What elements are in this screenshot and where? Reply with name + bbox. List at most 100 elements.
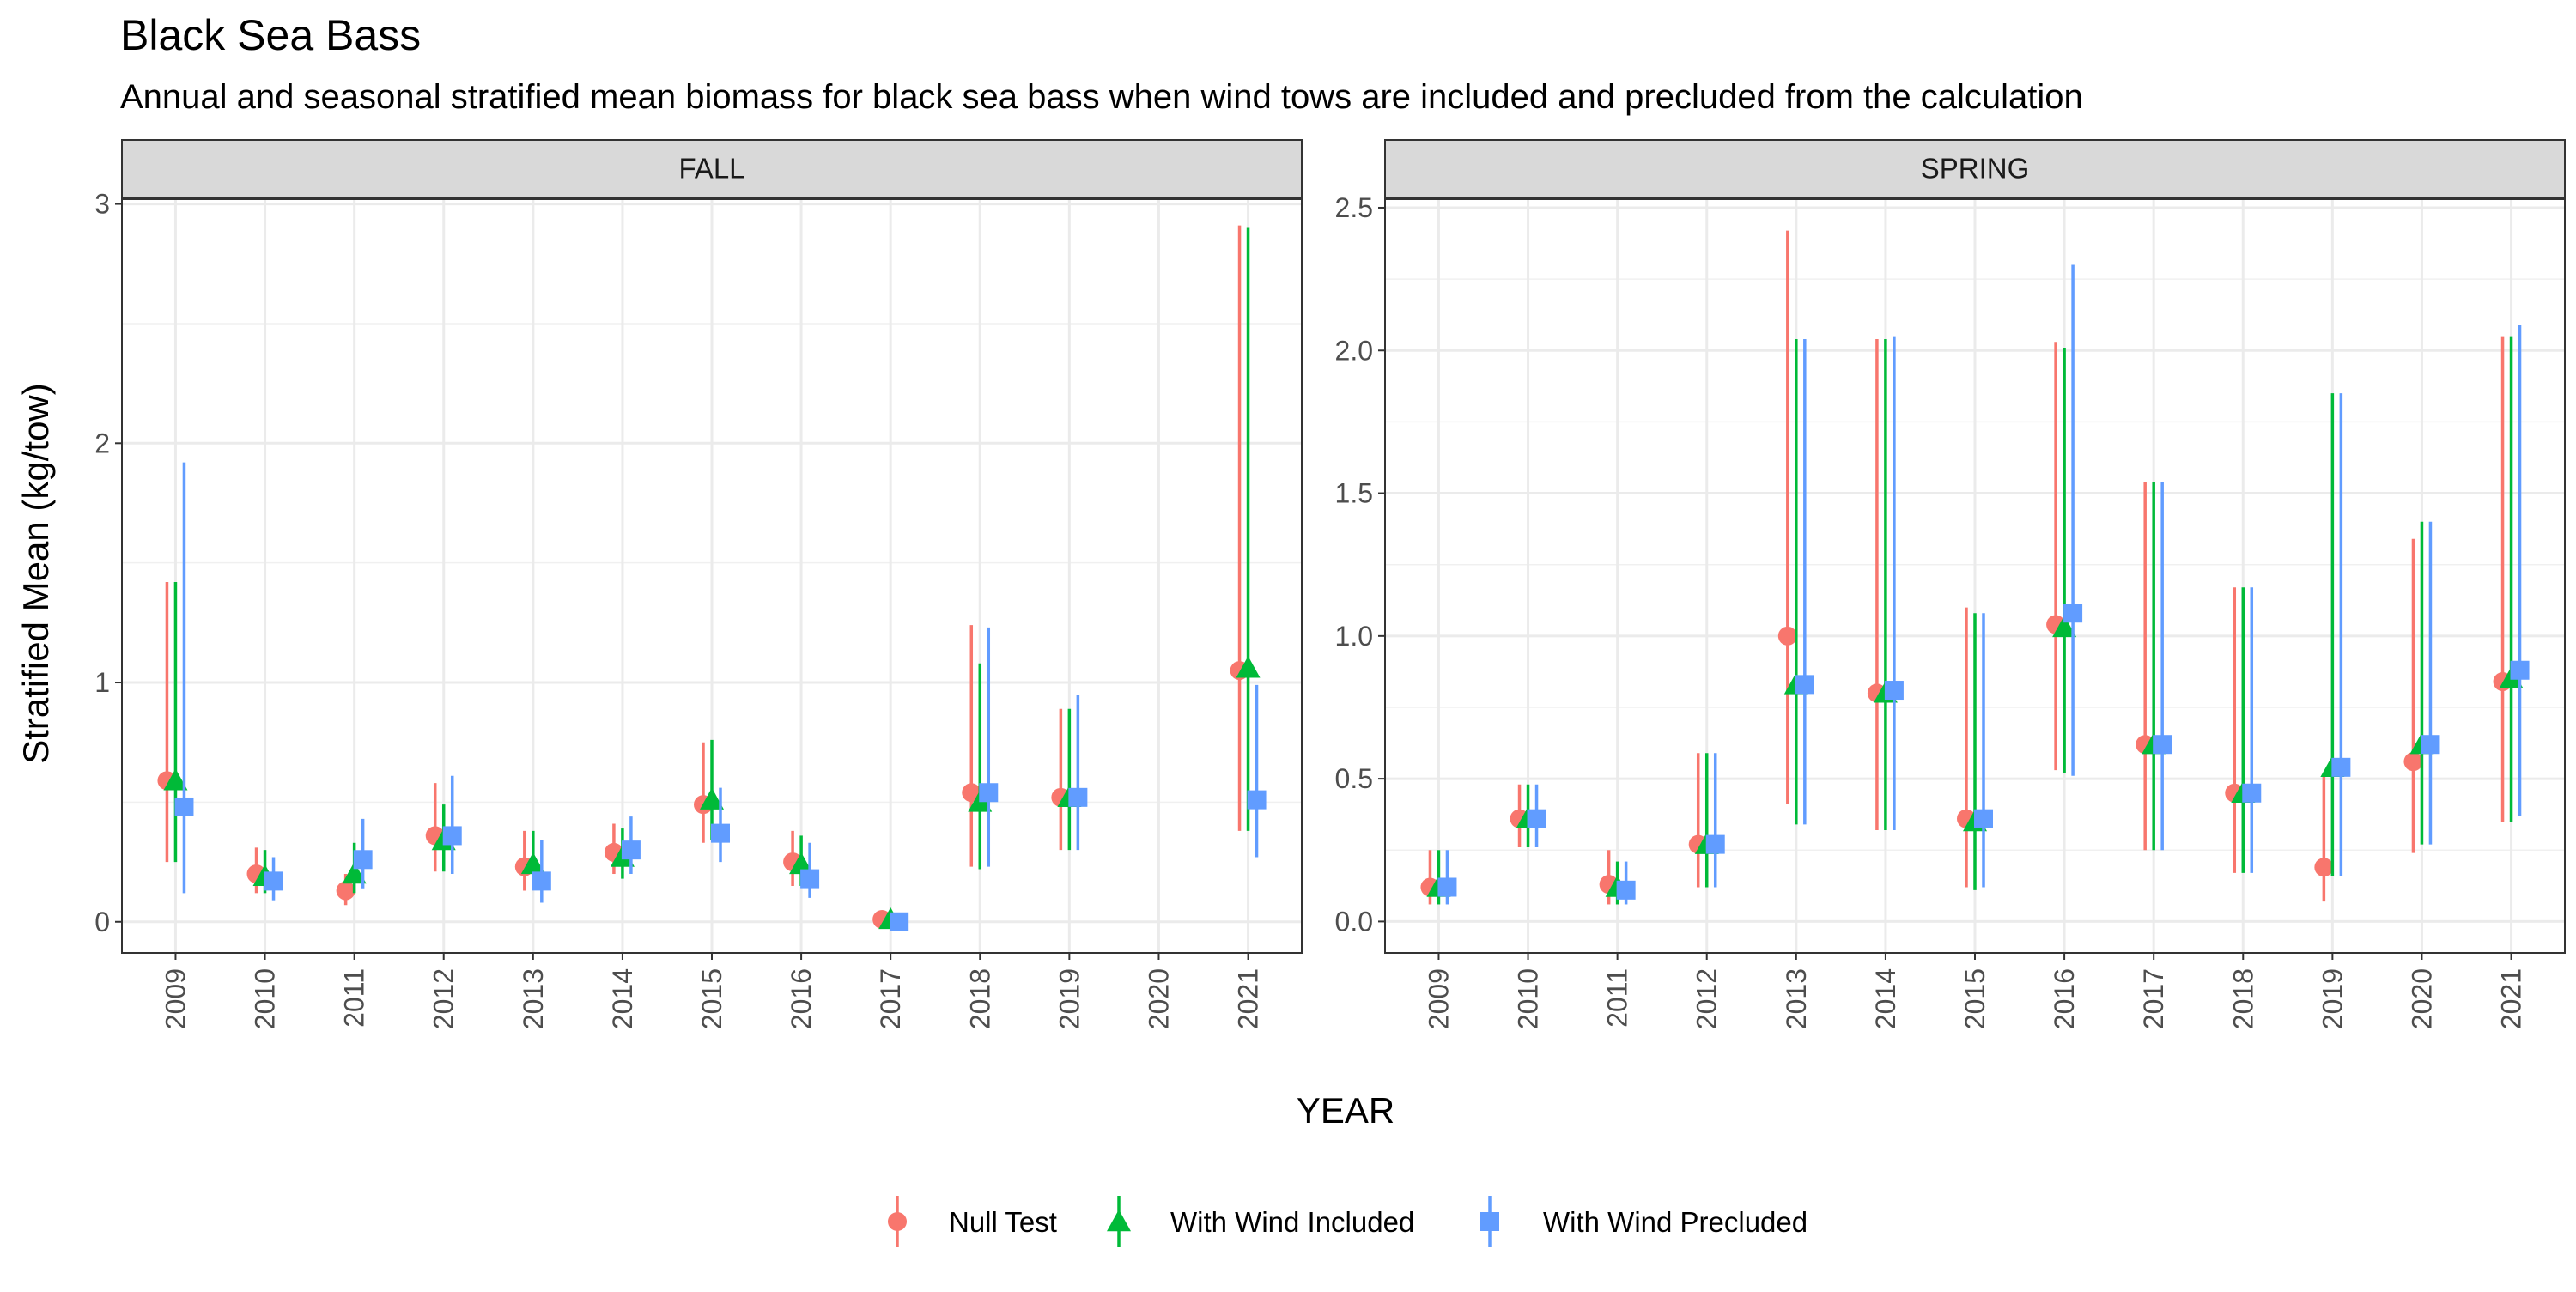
data-point xyxy=(1974,809,1993,828)
data-point xyxy=(1795,675,1814,695)
legend-key-triangle xyxy=(1107,1210,1131,1232)
data-point xyxy=(1527,809,1546,828)
legend-key-square xyxy=(1480,1212,1499,1231)
x-tick-label: 2009 xyxy=(1423,968,1454,1029)
y-tick-label: 2.0 xyxy=(1335,335,1373,366)
legend-label: With Wind Included xyxy=(1170,1206,1414,1238)
x-tick-label: 2021 xyxy=(2496,968,2527,1029)
x-tick-label: 2010 xyxy=(1513,968,1544,1029)
x-axis-title: YEAR xyxy=(1297,1090,1394,1131)
chart-title: Black Sea Bass xyxy=(120,11,421,59)
data-point xyxy=(1068,787,1088,807)
data-point xyxy=(1884,681,1904,701)
legend-label: With Wind Precluded xyxy=(1543,1206,1807,1238)
data-point xyxy=(353,850,373,870)
x-tick-label: 2011 xyxy=(1602,968,1633,1028)
data-point xyxy=(2510,660,2530,680)
x-tick-label: 2016 xyxy=(2049,968,2080,1029)
facet-fall: FALL 0 1 2 3 2009 2010 2011 2012 2013 2014 2015 2016… xyxy=(94,139,1303,1029)
facet-strip xyxy=(121,139,1303,198)
x-tick-label: 2019 xyxy=(2317,968,2348,1029)
legend-key-circle xyxy=(888,1212,907,1231)
data-point xyxy=(2153,735,2172,755)
x-tick-label: 2013 xyxy=(1781,968,1812,1029)
data-point xyxy=(2403,752,2423,772)
data-point xyxy=(1705,834,1725,854)
x-tick-label: 2017 xyxy=(875,968,906,1029)
x-tick-label: 2012 xyxy=(1692,968,1722,1029)
y-tick-label: 0 xyxy=(94,907,110,937)
y-tick-label: 0.5 xyxy=(1335,763,1373,794)
x-tick-label: 2020 xyxy=(1143,968,1174,1029)
x-tick-label: 2013 xyxy=(518,968,549,1029)
data-point xyxy=(2421,735,2440,755)
panel-border xyxy=(121,198,1303,954)
x-tick-label: 2012 xyxy=(428,968,459,1029)
data-point xyxy=(789,852,814,875)
data-point xyxy=(800,869,820,889)
data-point xyxy=(163,768,188,791)
x-tick-label: 2014 xyxy=(1870,968,1901,1029)
x-tick-label: 2019 xyxy=(1054,968,1084,1029)
facet-strip xyxy=(1384,139,2566,198)
legend: Null Test With Wind Included With Wind Pre… xyxy=(888,1196,1807,1247)
x-tick-label: 2010 xyxy=(250,968,281,1029)
x-tick-label: 2009 xyxy=(160,968,191,1029)
facets-layer: FALL 0 1 2 3 2009 2010 2011 2012 2013 2014 2015 2016… xyxy=(94,139,2566,1029)
panel-border xyxy=(1384,198,2566,954)
y-axis-title: Stratified Mean (kg/tow) xyxy=(15,383,56,764)
y-tick-label: 1.0 xyxy=(1335,621,1373,652)
x-tick-label: 2014 xyxy=(607,968,638,1029)
data-point xyxy=(2331,757,2351,777)
x-tick-label: 2020 xyxy=(2406,968,2437,1029)
y-tick-label: 1 xyxy=(94,667,110,698)
x-tick-label: 2018 xyxy=(2227,968,2258,1029)
x-tick-label: 2016 xyxy=(786,968,817,1029)
x-tick-label: 2015 xyxy=(696,968,727,1029)
data-point xyxy=(2242,783,2262,803)
y-tick-label: 2 xyxy=(94,428,110,458)
x-tick-label: 2018 xyxy=(964,968,995,1029)
facet-spring: SPRING 0.0 0.5 1.0 1.5 2.0 2.5 2009 2010 2011 2012… xyxy=(1335,139,2566,1029)
data-point xyxy=(2052,615,2077,638)
data-point xyxy=(1777,626,1797,646)
data-point xyxy=(1437,877,1457,897)
data-point xyxy=(342,862,367,884)
y-tick-label: 3 xyxy=(94,189,110,220)
data-point xyxy=(979,783,999,803)
y-tick-label: 1.5 xyxy=(1335,478,1373,509)
series-null-test xyxy=(1420,230,2512,905)
data-point xyxy=(264,871,283,891)
legend-label: Null Test xyxy=(949,1206,1057,1238)
y-tick-label: 2.5 xyxy=(1335,192,1373,223)
chart-subtitle: Annual and seasonal stratified mean biom… xyxy=(120,78,2083,116)
data-point xyxy=(1236,656,1261,678)
data-point xyxy=(1247,790,1267,810)
data-point xyxy=(442,826,462,846)
series-with-wind-precluded xyxy=(1437,264,2530,905)
data-point xyxy=(2063,604,2083,623)
x-tick-label: 2017 xyxy=(2138,968,2169,1029)
data-point xyxy=(621,840,641,860)
data-point xyxy=(2314,858,2334,877)
data-point xyxy=(336,881,355,901)
legend-item-with-wind-precluded: With Wind Precluded xyxy=(1480,1196,1807,1247)
data-point xyxy=(532,871,551,891)
x-tick-label: 2015 xyxy=(1959,968,1990,1029)
legend-item-null-test: Null Test xyxy=(888,1196,1057,1247)
data-point xyxy=(174,797,194,816)
data-point xyxy=(520,852,545,875)
data-point xyxy=(711,823,730,843)
data-point xyxy=(890,912,909,931)
data-point xyxy=(1616,880,1636,900)
y-tick-label: 0.0 xyxy=(1335,906,1373,937)
series-with-wind-precluded xyxy=(174,462,1267,931)
facet-strip-label: SPRING xyxy=(1921,153,2030,185)
data-point xyxy=(700,787,724,810)
facet-strip-label: FALL xyxy=(678,153,744,185)
legend-item-with-wind-included: With Wind Included xyxy=(1107,1196,1414,1247)
x-tick-label: 2011 xyxy=(339,968,370,1028)
x-tick-label: 2021 xyxy=(1233,968,1264,1029)
